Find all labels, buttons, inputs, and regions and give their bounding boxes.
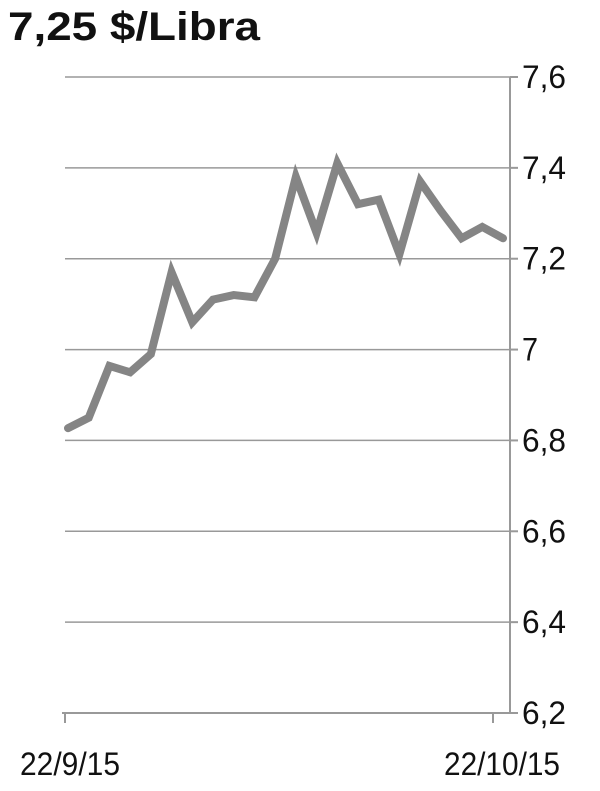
chart-title: 7,25 $/Libra [8,5,261,49]
y-tick-label: 7,2 [522,241,566,277]
y-tick-label: 7,6 [522,59,566,95]
x-tick-label: 22/9/15 [20,746,120,782]
y-tick-label: 6,4 [522,604,566,640]
y-tick-label: 7 [522,332,538,368]
x-tick-label: 22/10/15 [444,746,560,782]
y-tick-label: 6,6 [522,513,566,549]
line-series [64,152,507,433]
y-tick-label: 6,2 [522,695,566,731]
y-tick-label: 7,4 [522,150,566,186]
y-tick-label: 6,8 [522,422,566,458]
